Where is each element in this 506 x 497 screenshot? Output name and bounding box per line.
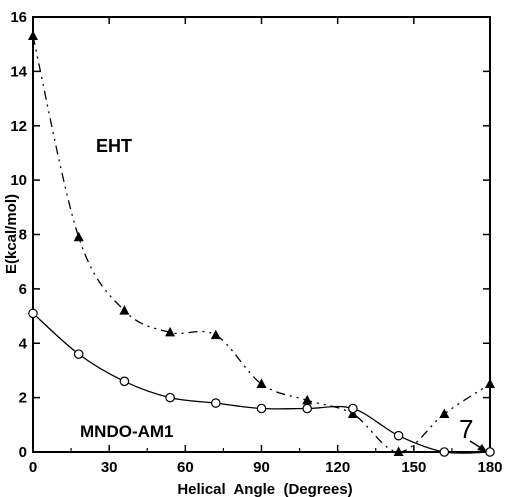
annotation-7: 7 [459, 414, 473, 444]
mndo-am1-circle-marker [485, 447, 495, 457]
x-tick-label: 180 [477, 459, 502, 476]
y-tick-label: 12 [10, 118, 27, 135]
mndo-am1-circle-marker [393, 430, 404, 441]
mndo-am1-circle-marker [256, 403, 267, 414]
mndo-am1-circle-marker [119, 376, 130, 387]
tick-labels: 0 30 60 90 120 150 180 0 2 4 6 8 10 12 14 16 [10, 9, 502, 476]
series-label-mndo-am1: MNDO-AM1 [80, 422, 174, 441]
mndo-am1-circle-marker [211, 398, 221, 408]
series-label-eht: EHT [96, 136, 132, 156]
y-tick-label: 16 [10, 9, 27, 26]
x-axis-title: Helical Angle (Degrees) [177, 481, 352, 497]
annotation-arrowhead [477, 444, 487, 452]
eht-triangle-marker [28, 30, 38, 41]
eht-triangle-marker [485, 378, 495, 389]
x-tick-label: 60 [177, 459, 194, 476]
y-tick-label: 14 [10, 63, 27, 80]
series-markers [28, 30, 495, 457]
mndo-am1-circle-marker [165, 392, 175, 403]
eht-triangle-marker [439, 408, 450, 418]
mndo-am1-circle-marker [439, 447, 450, 457]
x-tick-label: 0 [29, 459, 37, 476]
y-tick-label: 10 [10, 172, 27, 189]
y-tick-label: 4 [19, 335, 28, 352]
mndo-am1-circle-marker [28, 308, 38, 319]
mndo-am1-circle-marker [302, 403, 312, 414]
y-tick-label: 0 [19, 444, 27, 461]
eht-triangle-marker [210, 329, 221, 340]
x-tick-label: 90 [253, 459, 270, 476]
eht-triangle-marker [165, 326, 176, 337]
mndo-am1-circle-marker [73, 349, 84, 359]
eht-triangle-marker [73, 231, 84, 242]
eht-triangle-marker [119, 305, 130, 315]
eht-triangle-marker [393, 446, 404, 456]
x-tick-label: 120 [325, 459, 350, 476]
x-tick-label: 150 [401, 459, 426, 476]
y-tick-label: 8 [19, 227, 27, 244]
y-axis-title: E(kcal/mol) [3, 194, 20, 274]
y-tick-label: 2 [19, 390, 27, 407]
mndo-am1-circle-marker [348, 403, 358, 414]
x-tick-label: 30 [101, 459, 118, 476]
y-tick-label: 6 [19, 281, 27, 298]
series-line-eht [32, 35, 491, 453]
eht-triangle-marker [302, 394, 313, 405]
eht-triangle-marker [256, 378, 267, 389]
